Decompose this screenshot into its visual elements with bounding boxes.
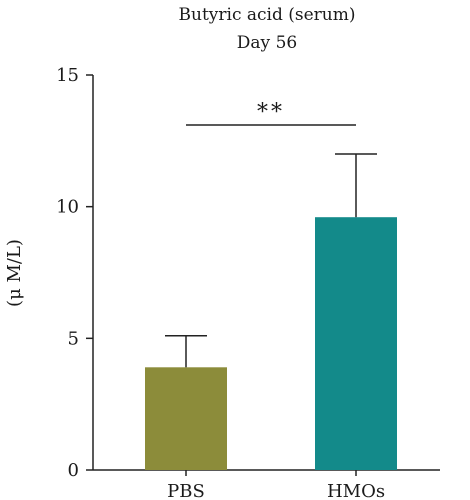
- bar-pbs: [145, 367, 227, 470]
- y-tick-label: 0: [68, 460, 79, 481]
- y-tick-label: 5: [68, 328, 79, 349]
- plot-area: 0 5 10 15 PBS HMOs **: [56, 65, 440, 500]
- significance-label: **: [257, 100, 285, 125]
- y-tick-label: 15: [56, 65, 79, 86]
- x-tick-label-pbs: PBS: [167, 481, 205, 500]
- chart-subtitle: Day 56: [237, 33, 297, 53]
- y-axis-label: (μ M/L): [4, 239, 25, 307]
- bar-hmos: [315, 217, 397, 470]
- chart-title: Butyric acid (serum): [179, 5, 356, 25]
- y-tick-label: 10: [56, 197, 79, 218]
- x-tick-label-hmos: HMOs: [327, 481, 385, 500]
